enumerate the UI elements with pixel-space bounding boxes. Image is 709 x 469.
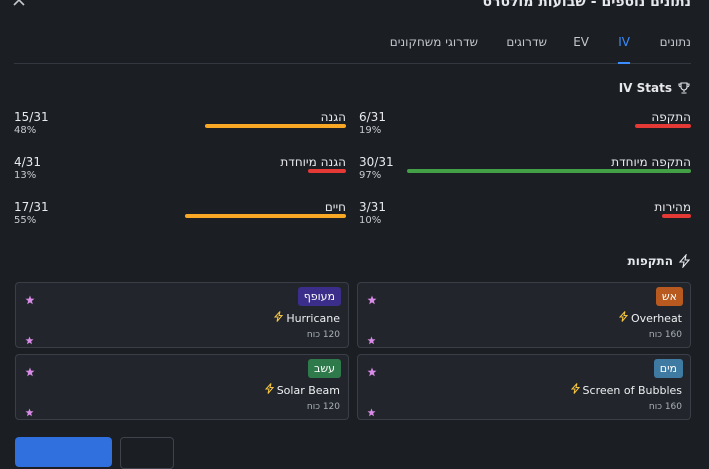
tab-bar: נתונים IV EV שדרוגים שדרוגי משחקונים [14,33,691,64]
stat-name: התקפה מיוחדת [611,155,691,169]
stat-percent: 13% [14,170,37,181]
tab-minigame-upgrades[interactable]: שדרוגי משחקונים [389,35,478,49]
stat-percent: 19% [359,125,382,136]
moves-title: התקפות [627,254,674,268]
move-type-badge: מעופף [297,287,341,306]
stat-name: הגנה [320,110,346,124]
stat-name: הגנה מיוחדת [280,155,346,169]
lightning-icon [264,383,274,397]
iv-stat-row: התקפה מיוחדת 30/31 97% [359,155,691,183]
stat-value: 15/31 [14,110,49,124]
move-power: 160 כוח [648,402,682,412]
stat-percent: 97% [359,170,382,181]
star-icon[interactable] [25,290,35,309]
stat-bar [407,169,691,173]
move-power: 160 כוח [648,330,682,340]
star-icon [25,402,34,421]
iv-stat-row: הגנה 15/31 48% [14,110,346,138]
close-icon[interactable] [11,0,27,8]
stat-bar [308,169,346,173]
move-card[interactable]: מים Screen of Bubbles 160 כוח [357,354,691,420]
move-name-row: Overheat [618,311,682,325]
iv-stat-row: חיים 17/31 55% [14,200,346,228]
iv-stat-row: התקפה 6/31 19% [359,110,691,138]
move-name-row: Hurricane [274,311,340,325]
stat-value: 30/31 [359,155,394,169]
move-type-badge: מים [653,359,683,378]
stat-percent: 48% [14,125,37,136]
star-icon [25,330,34,349]
move-name: Hurricane [286,311,340,325]
stat-value: 17/31 [14,200,49,214]
dialog-title: נתונים נוספים - שבועות מולטרס [482,0,692,10]
lightning-icon [618,311,629,325]
stat-bar [185,214,346,218]
iv-stats-title: IV Stats [618,81,672,95]
move-name-row: Solar Beam [264,383,340,397]
stat-value: 4/31 [14,155,41,169]
star-icon[interactable] [25,362,35,381]
stat-name: חיים [324,200,346,214]
secondary-button[interactable] [120,437,174,469]
lightning-icon [678,254,691,268]
move-power: 120 כוח [306,330,340,340]
tab-upgrades[interactable]: שדרוגים [506,35,547,49]
stat-bar [205,124,346,128]
move-type-badge: עשב [307,359,341,378]
iv-stat-row: הגנה מיוחדת 4/31 13% [14,155,346,183]
tab-stats[interactable]: נתונים [659,35,691,49]
stat-bar [635,124,691,128]
star-icon[interactable] [367,290,377,309]
stat-name: מהירות [654,200,691,214]
lightning-icon [274,311,284,325]
primary-button[interactable] [15,437,112,467]
move-type-badge: אש [655,287,683,306]
move-card[interactable]: עשב Solar Beam 120 כוח [15,354,349,420]
move-name: Solar Beam [276,383,340,397]
star-icon [367,330,376,349]
move-power: 120 כוח [306,402,340,412]
lightning-icon [570,383,580,397]
tab-iv[interactable]: IV [618,33,630,64]
move-card[interactable]: אש Overheat 160 כוח [357,282,691,348]
star-icon[interactable] [367,362,377,381]
extra-info-dialog: נתונים נוספים - שבועות מולטרס נתונים IV … [11,0,692,469]
stat-value: 3/31 [359,200,386,214]
moves-heading: התקפות [628,254,692,268]
tab-ev[interactable]: EV [573,35,589,49]
trophy-icon [677,81,691,95]
stat-name: התקפה [651,110,691,124]
star-icon [367,402,376,421]
stat-bar [662,214,691,218]
iv-stats-heading: IV Stats [619,81,691,95]
move-name-row: Screen of Bubbles [570,383,682,397]
stat-percent: 55% [14,215,37,226]
stat-percent: 10% [359,215,382,226]
move-card[interactable]: מעופף Hurricane 120 כוח [15,282,349,348]
move-name: Overheat [630,311,682,325]
iv-stat-row: מהירות 3/31 10% [359,200,691,228]
move-name: Screen of Bubbles [582,383,682,397]
stat-value: 6/31 [359,110,386,124]
